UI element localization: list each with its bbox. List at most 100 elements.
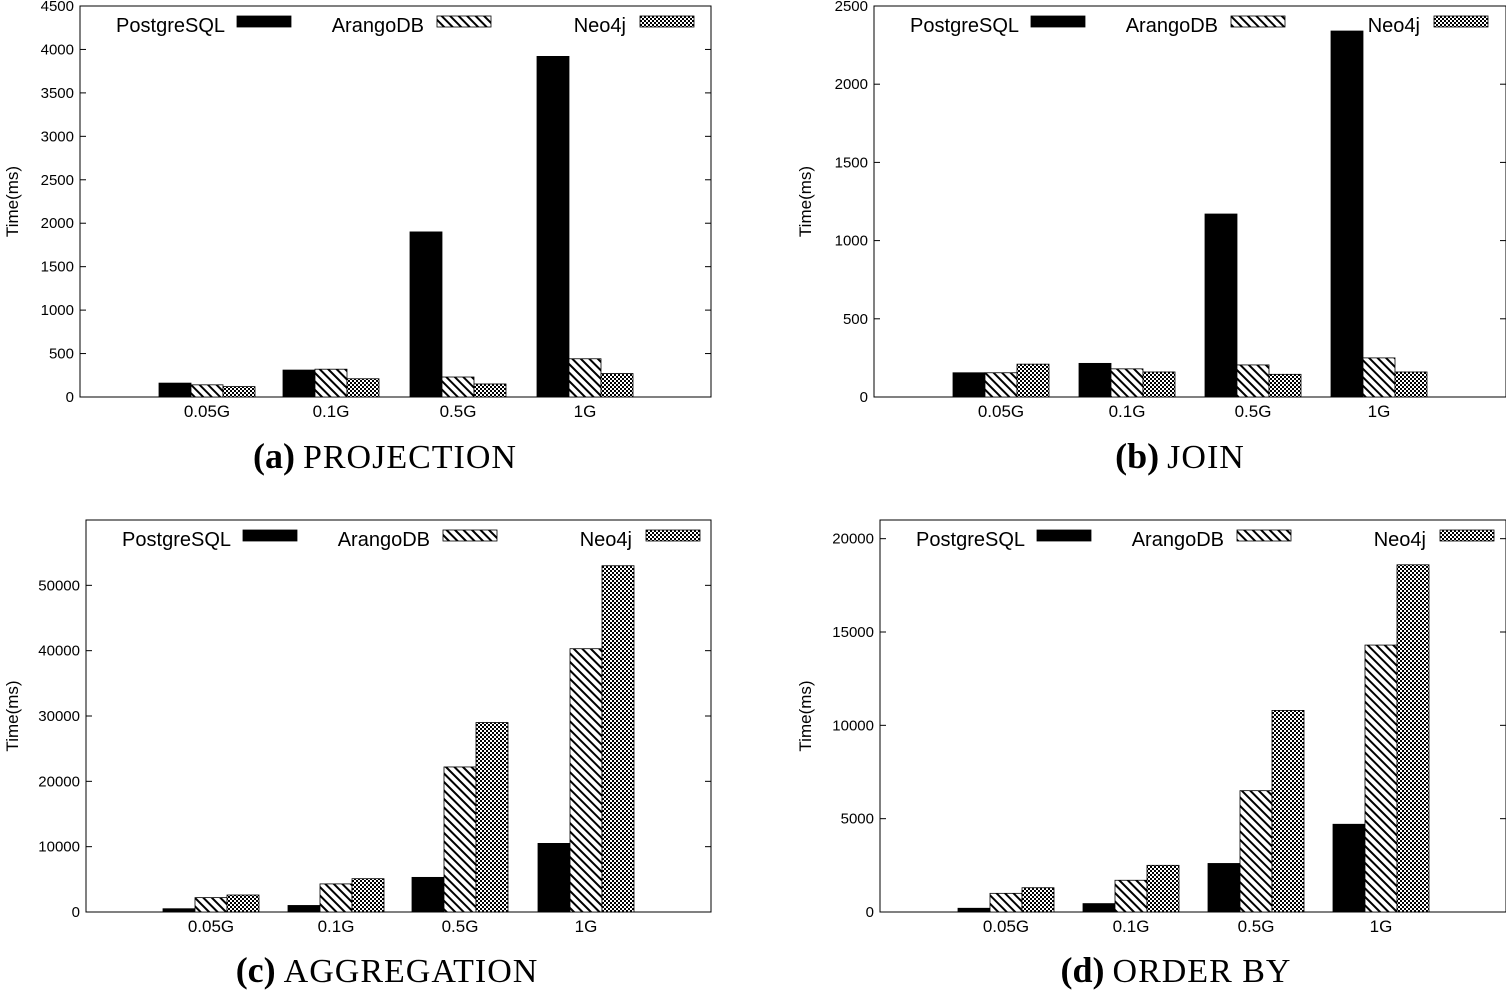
- bar-postgresql-0.1G: [287, 905, 321, 913]
- bar-postgresql-1G: [536, 55, 570, 398]
- bar-neo4j-1G: [1394, 371, 1428, 398]
- plot-frame: [879, 519, 1506, 913]
- y-tick-label: 15000: [832, 624, 874, 641]
- bar-arangodb-0.1G: [1114, 879, 1148, 913]
- x-tick-label: 1G: [1368, 402, 1391, 421]
- bar-postgresql-0.5G: [411, 876, 445, 913]
- caption-name: AGGREGATION: [284, 953, 539, 990]
- caption-label: (d): [1061, 950, 1105, 990]
- bar-neo4j-0.1G: [351, 878, 385, 913]
- panel-caption: (c) AGGREGATION: [236, 950, 539, 990]
- chart-panel-c: 0 10000 20000 30000 40000 50000 Time(ms) 0.05G 0…: [3, 519, 712, 990]
- bar-arangodb-0.05G: [989, 892, 1023, 913]
- bar-neo4j-0.5G: [473, 383, 507, 398]
- bar-arangodb-1G: [569, 648, 603, 913]
- legend-label-neo4j: Neo4j: [1374, 529, 1426, 551]
- legend-swatch-neo4j: [639, 15, 695, 28]
- x-tick-label: 0.05G: [978, 402, 1024, 421]
- legend-swatch-postgresql: [1030, 15, 1086, 28]
- plot-frame: [873, 5, 1506, 398]
- bar-neo4j-0.05G: [1016, 363, 1050, 398]
- y-tick-label: 0: [66, 389, 74, 406]
- bar-arangodb-1G: [1362, 357, 1396, 398]
- legend-label-arangodb: ArangoDB: [1126, 15, 1218, 37]
- x-tick-label: 0.05G: [983, 917, 1029, 936]
- bar-postgresql-0.1G: [1082, 903, 1116, 913]
- bar-arangodb-0.1G: [314, 368, 348, 398]
- y-tick-label: 5000: [841, 811, 874, 828]
- legend-swatch-arangodb: [442, 529, 498, 542]
- y-axis-label: Time(ms): [796, 680, 815, 751]
- y-tick-label: 1000: [41, 302, 74, 319]
- y-tick-label: 500: [49, 346, 74, 363]
- bar-arangodb-0.1G: [319, 883, 353, 913]
- bar-postgresql-0.5G: [409, 231, 443, 398]
- bar-neo4j-1G: [1396, 564, 1430, 913]
- bar-arangodb-0.5G: [441, 376, 475, 398]
- y-tick-label: 1000: [835, 233, 868, 250]
- bar-arangodb-0.05G: [194, 897, 228, 913]
- bar-neo4j-0.5G: [1268, 373, 1302, 398]
- legend-swatch-arangodb: [1230, 15, 1286, 28]
- y-tick-label: 0: [72, 904, 80, 921]
- bar-postgresql-0.05G: [162, 908, 196, 913]
- bar-neo4j-0.5G: [475, 722, 509, 913]
- bar-postgresql-0.05G: [158, 382, 192, 398]
- bar-neo4j-0.05G: [1021, 887, 1055, 913]
- legend-swatch-postgresql: [1036, 529, 1092, 542]
- bar-postgresql-0.05G: [952, 372, 986, 398]
- y-tick-label: 0: [860, 389, 868, 406]
- legend-label-postgresql: PostgreSQL: [916, 529, 1025, 551]
- legend-label-arangodb: ArangoDB: [332, 15, 424, 37]
- bar-arangodb-0.05G: [190, 384, 224, 398]
- y-tick-label: 1500: [41, 259, 74, 276]
- y-tick-label: 500: [843, 311, 868, 328]
- legend-label-neo4j: Neo4j: [574, 15, 626, 37]
- bar-arangodb-1G: [568, 358, 602, 398]
- y-tick-label: 0: [866, 904, 874, 921]
- x-tick-label: 0.1G: [318, 917, 355, 936]
- legend-swatch-postgresql: [236, 15, 292, 28]
- y-axis-label: Time(ms): [796, 166, 815, 237]
- x-tick-label: 1G: [574, 402, 597, 421]
- bar-arangodb-1G: [1364, 644, 1398, 913]
- bar-postgresql-0.05G: [957, 907, 991, 913]
- bar-neo4j-0.05G: [226, 894, 260, 913]
- bar-postgresql-0.1G: [282, 369, 316, 398]
- x-tick-label: 1G: [575, 917, 598, 936]
- bar-postgresql-0.5G: [1204, 213, 1238, 398]
- bar-neo4j-1G: [601, 565, 635, 913]
- legend-swatch-neo4j: [645, 529, 701, 542]
- y-tick-label: 50000: [38, 577, 80, 594]
- y-tick-label: 2000: [835, 76, 868, 93]
- bar-postgresql-0.5G: [1207, 863, 1241, 913]
- bar-postgresql-1G: [1332, 823, 1366, 913]
- bar-arangodb-0.5G: [1236, 364, 1270, 398]
- caption-name: JOIN: [1167, 439, 1245, 476]
- y-tick-label: 10000: [832, 717, 874, 734]
- y-tick-label: 3500: [41, 85, 74, 102]
- y-tick-label: 30000: [38, 708, 80, 725]
- bar-neo4j-0.1G: [1146, 864, 1180, 913]
- y-tick-label: 2500: [835, 0, 868, 15]
- bar-neo4j-0.05G: [222, 386, 256, 398]
- legend-label-arangodb: ArangoDB: [1132, 529, 1224, 551]
- bar-neo4j-0.1G: [1142, 371, 1176, 398]
- chart-panel-b: 0 500 1000 1500 2000 2500 Time(ms) 0.05G 0.1G 0.5…: [796, 0, 1506, 476]
- x-tick-label: 0.1G: [313, 402, 350, 421]
- caption-label: (c): [236, 950, 276, 990]
- x-tick-label: 0.05G: [184, 402, 230, 421]
- legend-swatch-neo4j: [1439, 529, 1495, 542]
- caption-label: (b): [1115, 436, 1159, 476]
- legend-swatch-arangodb: [1236, 529, 1292, 542]
- caption-name: ORDER BY: [1113, 953, 1292, 990]
- legend-label-postgresql: PostgreSQL: [116, 15, 225, 37]
- y-tick-label: 4500: [41, 0, 74, 15]
- y-tick-label: 10000: [38, 839, 80, 856]
- bar-arangodb-0.5G: [1239, 790, 1273, 913]
- legend-swatch-arangodb: [436, 15, 492, 28]
- panel-caption: (a) PROJECTION: [253, 436, 517, 476]
- y-axis-label: Time(ms): [3, 166, 22, 237]
- x-tick-label: 0.1G: [1113, 917, 1150, 936]
- y-tick-label: 4000: [41, 41, 74, 58]
